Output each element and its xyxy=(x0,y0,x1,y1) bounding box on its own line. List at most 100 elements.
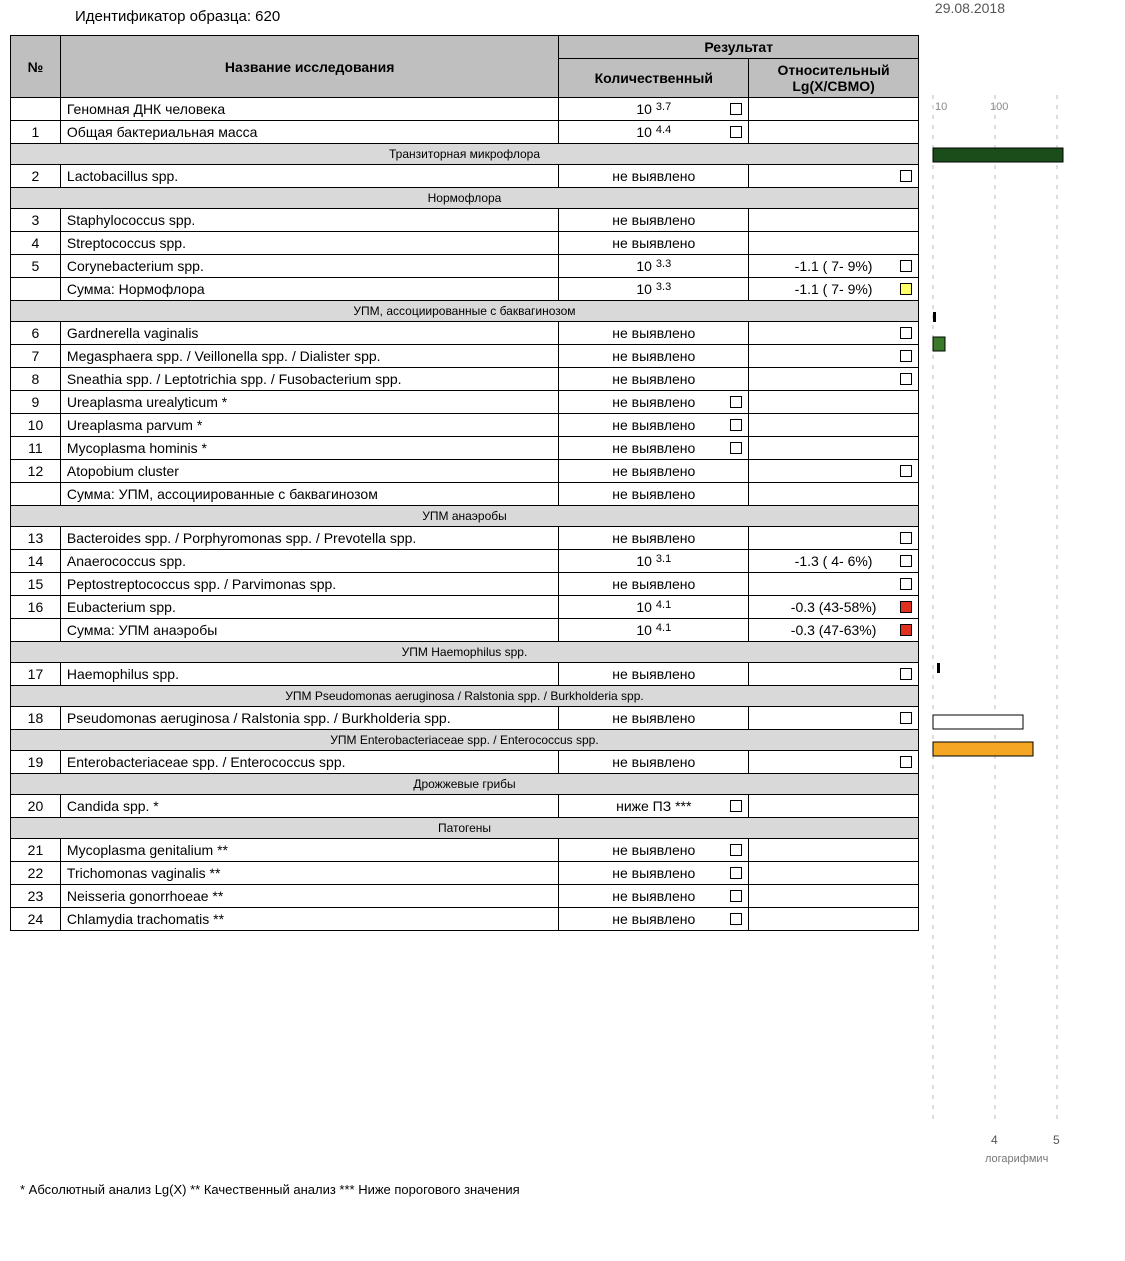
row-num: 21 xyxy=(11,839,61,862)
footnote: * Абсолютный анализ Lg(X) ** Качественны… xyxy=(20,1182,1125,1197)
marker-square xyxy=(900,712,912,724)
marker-square xyxy=(900,350,912,362)
row-quant: не выявлено xyxy=(559,862,749,885)
section-header: Транзиторная микрофлора xyxy=(11,144,919,165)
row-num: 2 xyxy=(11,165,61,188)
results-table: № Название исследования Результат Количе… xyxy=(10,35,919,931)
row-rel xyxy=(749,483,919,506)
row-rel: -0.3 (47-63%) xyxy=(749,619,919,642)
marker-square xyxy=(730,913,742,925)
row-quant: 103.3 xyxy=(559,255,749,278)
marker-square xyxy=(730,867,742,879)
row-rel xyxy=(749,98,919,121)
row-rel xyxy=(749,322,919,345)
row-rel xyxy=(749,908,919,931)
row-rel xyxy=(749,707,919,730)
marker-square xyxy=(900,624,912,636)
col-rel-header: Относительный Lg(X/CBMO) xyxy=(749,59,919,98)
row-name: Sneathia spp. / Leptotrichia spp. / Fuso… xyxy=(60,368,559,391)
col-quant-header: Количественный xyxy=(559,59,749,98)
row-num: 3 xyxy=(11,209,61,232)
marker-square xyxy=(730,800,742,812)
row-name: Сумма: УПМ анаэробы xyxy=(60,619,559,642)
row-num: 24 xyxy=(11,908,61,931)
row-rel: -1.1 ( 7- 9%) xyxy=(749,255,919,278)
row-name: Atopobium cluster xyxy=(60,460,559,483)
row-num: 22 xyxy=(11,862,61,885)
row-num: 12 xyxy=(11,460,61,483)
row-quant: не выявлено xyxy=(559,345,749,368)
row-quant: не выявлено xyxy=(559,232,749,255)
row-quant: не выявлено xyxy=(559,483,749,506)
row-num xyxy=(11,278,61,301)
svg-text:5: 5 xyxy=(1053,1133,1060,1147)
section-header: УПМ анаэробы xyxy=(11,506,919,527)
row-name: Общая бактериальная масса xyxy=(60,121,559,144)
row-quant: не выявлено xyxy=(559,663,749,686)
row-quant: не выявлено xyxy=(559,839,749,862)
marker-square xyxy=(900,327,912,339)
row-name: Candida spp. * xyxy=(60,795,559,818)
chart-panel: 1010045логарифмич xyxy=(925,35,1125,1174)
row-name: Ureaplasma urealyticum * xyxy=(60,391,559,414)
row-name: Сумма: Нормофлора xyxy=(60,278,559,301)
col-name-header: Название исследования xyxy=(60,36,559,98)
row-num: 11 xyxy=(11,437,61,460)
row-quant: не выявлено xyxy=(559,414,749,437)
row-rel xyxy=(749,839,919,862)
row-quant: не выявлено xyxy=(559,751,749,774)
row-quant: 104.1 xyxy=(559,596,749,619)
report-date: 29.08.2018 xyxy=(935,0,1005,16)
row-name: Геномная ДНК человека xyxy=(60,98,559,121)
row-quant: не выявлено xyxy=(559,908,749,931)
row-quant: не выявлено xyxy=(559,391,749,414)
row-rel xyxy=(749,795,919,818)
row-num: 19 xyxy=(11,751,61,774)
row-rel xyxy=(749,209,919,232)
marker-square xyxy=(900,578,912,590)
row-quant: 103.1 xyxy=(559,550,749,573)
row-quant: не выявлено xyxy=(559,527,749,550)
section-header: УПМ Enterobacteriaceae spp. / Enterococc… xyxy=(11,730,919,751)
row-rel xyxy=(749,414,919,437)
row-num: 7 xyxy=(11,345,61,368)
row-name: Сумма: УПМ, ассоциированные с баквагиноз… xyxy=(60,483,559,506)
section-header: УПМ, ассоциированные с баквагинозом xyxy=(11,301,919,322)
row-num: 1 xyxy=(11,121,61,144)
marker-square xyxy=(730,442,742,454)
row-quant: не выявлено xyxy=(559,368,749,391)
row-rel: -1.1 ( 7- 9%) xyxy=(749,278,919,301)
row-num xyxy=(11,98,61,121)
row-rel xyxy=(749,885,919,908)
row-num xyxy=(11,619,61,642)
section-header: УПМ Haemophilus spp. xyxy=(11,642,919,663)
row-quant: не выявлено xyxy=(559,322,749,345)
row-quant: не выявлено xyxy=(559,460,749,483)
row-rel xyxy=(749,345,919,368)
row-name: Gardnerella vaginalis xyxy=(60,322,559,345)
row-num: 4 xyxy=(11,232,61,255)
marker-square xyxy=(900,260,912,272)
marker-square xyxy=(900,170,912,182)
svg-text:4: 4 xyxy=(991,1133,998,1147)
row-num: 10 xyxy=(11,414,61,437)
row-num: 16 xyxy=(11,596,61,619)
marker-square xyxy=(900,668,912,680)
row-rel xyxy=(749,751,919,774)
row-name: Mycoplasma genitalium ** xyxy=(60,839,559,862)
svg-text:100: 100 xyxy=(990,101,1008,113)
row-num xyxy=(11,483,61,506)
row-rel: -1.3 ( 4- 6%) xyxy=(749,550,919,573)
row-quant: не выявлено xyxy=(559,707,749,730)
marker-square xyxy=(730,396,742,408)
svg-text:логарифмич: логарифмич xyxy=(985,1153,1048,1165)
row-num: 20 xyxy=(11,795,61,818)
row-name: Streptococcus spp. xyxy=(60,232,559,255)
section-header: УПМ Pseudomonas aeruginosa / Ralstonia s… xyxy=(11,686,919,707)
marker-square xyxy=(730,890,742,902)
row-num: 9 xyxy=(11,391,61,414)
row-name: Chlamydia trachomatis ** xyxy=(60,908,559,931)
row-rel xyxy=(749,232,919,255)
row-name: Megasphaera spp. / Veillonella spp. / Di… xyxy=(60,345,559,368)
row-rel xyxy=(749,391,919,414)
